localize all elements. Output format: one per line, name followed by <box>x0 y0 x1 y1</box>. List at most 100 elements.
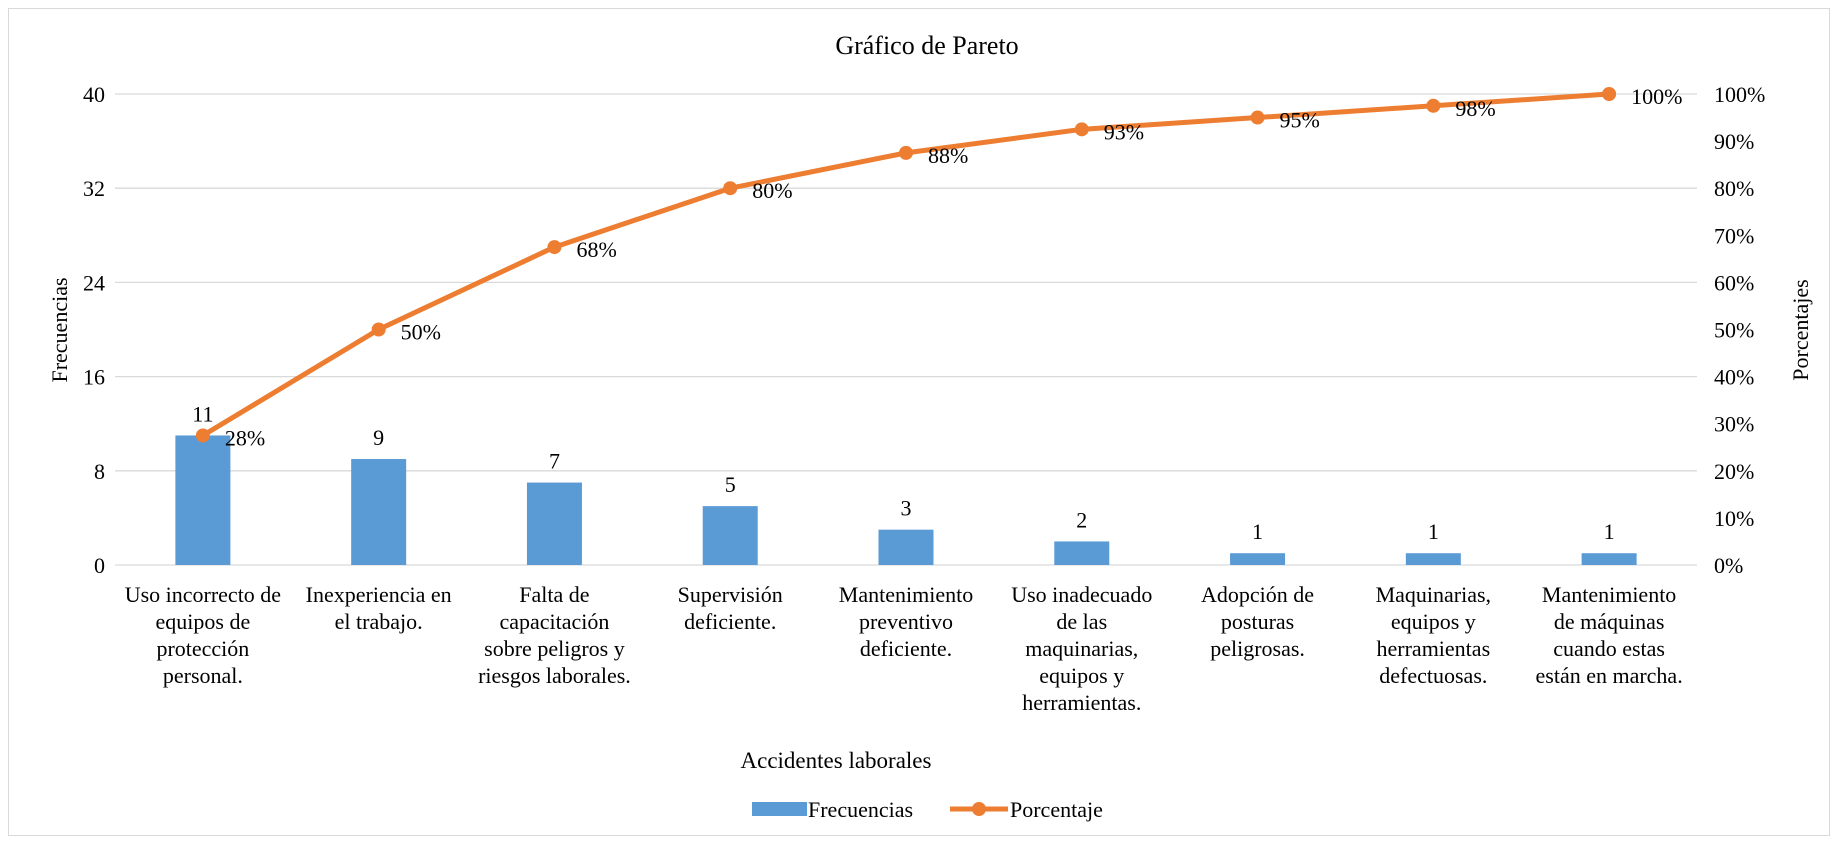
x-axis-label: Accidentes laborales <box>741 748 932 773</box>
bar-data-label: 1 <box>1604 519 1615 544</box>
line-data-label: 100% <box>1631 84 1682 109</box>
line-point <box>899 145 913 160</box>
category-label-line: riesgos laborales. <box>478 663 631 688</box>
category-label: Supervisión deficiente. <box>678 582 783 634</box>
category-label-line: deficiente. <box>860 636 952 661</box>
category-label-line: Mantenimiento <box>839 582 973 607</box>
y2-axis-label: Porcentajes <box>1788 279 1813 380</box>
bar <box>702 506 758 565</box>
category-label-line: protección <box>156 636 249 661</box>
y2-tick-label: 100% <box>1714 82 1765 107</box>
category-label: Inexperiencia en el trabajo. <box>306 582 452 634</box>
category-label-line: herramientas. <box>1022 690 1141 715</box>
y2-tick-label: 20% <box>1714 459 1754 484</box>
chart-frame <box>8 8 1830 836</box>
category-label-line: de máquinas <box>1554 609 1665 634</box>
bar <box>1230 553 1286 565</box>
category-label: Adopción de posturas peligrosas. <box>1201 582 1314 661</box>
line-data-label: 93% <box>1104 119 1144 144</box>
legend: Frecuencias Porcentaje <box>752 797 1103 822</box>
y2-tick-label: 90% <box>1714 129 1754 154</box>
line-data-label: 28% <box>225 425 265 450</box>
y2-tick-label: 80% <box>1714 176 1754 201</box>
category-label-line: de las <box>1056 609 1107 634</box>
category-label-line: Uso incorrecto de <box>125 582 281 607</box>
category-label-line: personal. <box>163 663 243 688</box>
y-tick-label: 32 <box>83 176 105 201</box>
category-label-line: capacitación <box>499 609 609 634</box>
category-label-line: cuando estas <box>1553 636 1665 661</box>
line-point <box>195 428 210 443</box>
y-axis-label: Frecuencias <box>47 277 72 382</box>
category-label-line: defectuosas. <box>1379 663 1487 688</box>
category-label-line: equipos y <box>1391 609 1476 634</box>
category-label-line: preventivo <box>859 609 953 634</box>
legend-swatch-bars <box>752 802 807 816</box>
y-tick-label: 16 <box>83 365 105 390</box>
line-point <box>1074 122 1089 137</box>
bar <box>878 529 934 565</box>
category-label-line: están en marcha. <box>1536 663 1683 688</box>
chart-title: Gráfico de Pareto <box>835 31 1018 60</box>
tick-labels: 08162432400%10%20%30%40%50%60%70%80%90%1… <box>83 82 1765 578</box>
category-label-line: herramientas <box>1377 636 1491 661</box>
y-tick-label: 40 <box>83 82 105 107</box>
line-point <box>1426 98 1441 113</box>
bar-data-label: 11 <box>192 401 213 426</box>
category-label: Mantenimiento de máquinas cuando estas está… <box>1536 582 1683 688</box>
category-label-line: Supervisión <box>678 582 783 607</box>
category-label: Uso inadecuado de las maquinarias, equipos … <box>1011 582 1152 715</box>
bar-data-label: 1 <box>1428 519 1439 544</box>
bar-data-label: 7 <box>549 449 560 474</box>
category-label-line: posturas <box>1221 609 1294 634</box>
line-data-label: 95% <box>1280 108 1320 133</box>
y2-tick-label: 30% <box>1714 412 1754 437</box>
category-label-line: el trabajo. <box>335 609 423 634</box>
line-data-label: 80% <box>752 178 792 203</box>
line-data-label: 68% <box>576 237 616 262</box>
category-label-line: Adopción de <box>1201 582 1314 607</box>
category-label-line: Falta de <box>519 582 589 607</box>
bar-data-label: 9 <box>373 425 384 450</box>
bar <box>526 482 582 565</box>
category-label-line: equipos y <box>1039 663 1124 688</box>
y2-tick-label: 50% <box>1714 318 1754 343</box>
line-point <box>723 181 738 196</box>
bar-data-label: 2 <box>1076 507 1087 532</box>
y2-tick-label: 0% <box>1714 553 1743 578</box>
bar <box>175 435 231 565</box>
bar <box>1054 541 1110 565</box>
line-data-label: 50% <box>401 320 441 345</box>
line-data-label: 88% <box>928 143 968 168</box>
legend-swatch-marker <box>972 802 986 816</box>
y-tick-label: 8 <box>94 459 105 484</box>
line-point <box>1250 110 1265 125</box>
category-label-line: sobre peligros y <box>484 636 625 661</box>
legend-label: Porcentaje <box>1010 797 1103 822</box>
y-tick-label: 24 <box>83 270 105 295</box>
line-data-label: 98% <box>1455 96 1495 121</box>
category-label: Mantenimiento preventivo deficiente. <box>839 582 973 661</box>
y2-tick-label: 60% <box>1714 270 1754 295</box>
bar-data-label: 3 <box>901 496 912 521</box>
line-point <box>371 322 386 337</box>
category-label-line: deficiente. <box>684 609 776 634</box>
category-label-line: peligrosas. <box>1210 636 1305 661</box>
bar-data-label: 1 <box>1252 519 1263 544</box>
category-label: Maquinarias, equipos y herramientas defectu… <box>1376 582 1491 688</box>
category-label-line: Uso inadecuado <box>1011 582 1152 607</box>
category-label-line: Mantenimiento <box>1542 582 1676 607</box>
y2-tick-label: 40% <box>1714 365 1754 390</box>
category-label-line: maquinarias, <box>1025 636 1138 661</box>
category-label-line: Maquinarias, <box>1376 582 1491 607</box>
category-label-line: equipos de <box>156 609 251 634</box>
legend-label: Frecuencias <box>808 797 913 822</box>
category-label: Falta de capacitación sobre peligros y ries… <box>478 582 631 688</box>
line-point <box>547 240 562 255</box>
y2-tick-label: 70% <box>1714 223 1754 248</box>
bar <box>1405 553 1461 565</box>
category-label: Uso incorrecto de equipos de protección per… <box>125 582 281 688</box>
cumulative-line <box>201 91 1610 438</box>
